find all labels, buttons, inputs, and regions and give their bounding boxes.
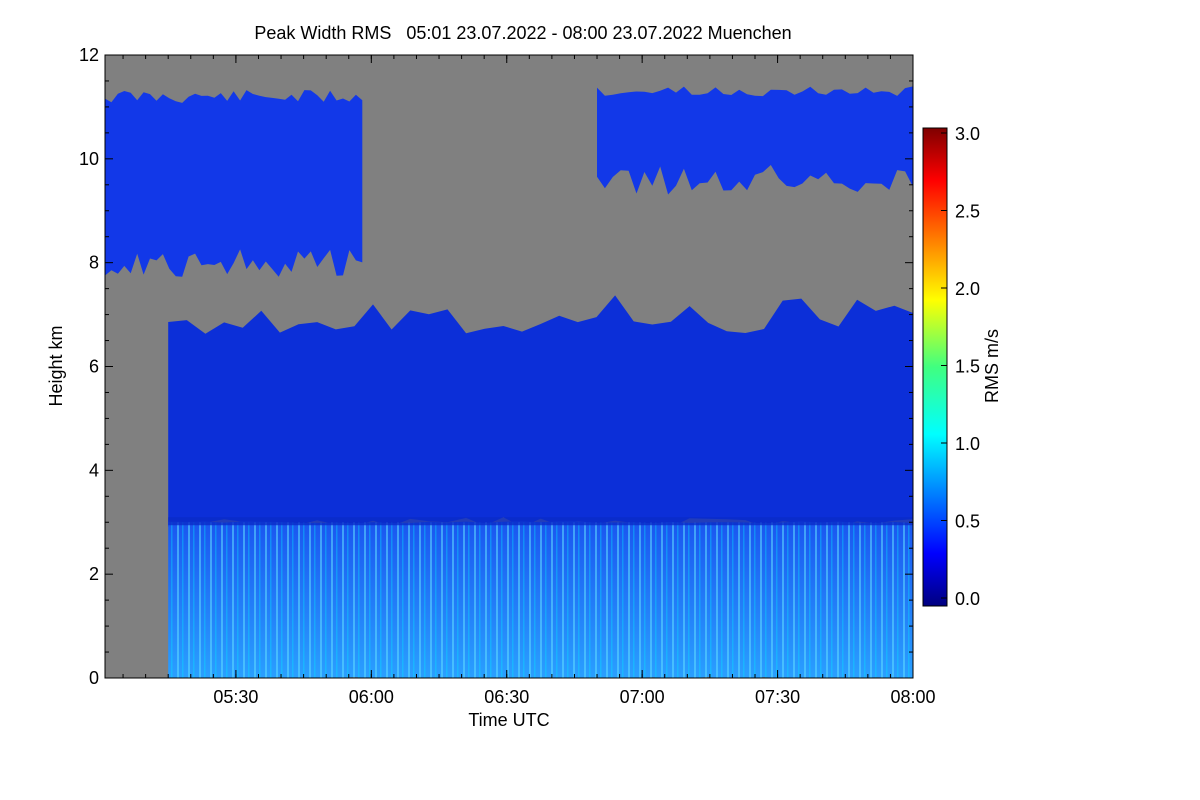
x-axis: 05:30 06:00 06:30 07:00 07:30 08:00 [122, 55, 936, 707]
echo-layers [105, 86, 913, 678]
colorbar-tick-label: 2.0 [955, 279, 980, 299]
chart-title: Peak Width RMS 05:01 23.07.2022 - 08:00 … [254, 23, 791, 43]
precipitation-streaks [168, 522, 913, 678]
y-tick-label: 4 [89, 460, 99, 480]
x-tick-label: 06:30 [484, 687, 529, 707]
colorbar-tick-label: 0.5 [955, 512, 980, 532]
upper-cloud-left [105, 90, 363, 277]
x-axis-label: Time UTC [468, 710, 549, 730]
colorbar-gradient [922, 127, 948, 607]
x-tick-label: 06:00 [349, 687, 394, 707]
y-tick-label: 8 [89, 253, 99, 273]
y-tick-label: 10 [79, 149, 99, 169]
colorbar-ticks: 0.0 0.5 1.0 1.5 2.0 2.5 3.0 [941, 124, 980, 609]
plot-area [105, 55, 913, 678]
colorbar-tick-label: 2.5 [955, 202, 980, 222]
y-tick-label: 2 [89, 564, 99, 584]
colorbar-tick-label: 1.0 [955, 434, 980, 454]
mid-level-cloud [168, 295, 913, 528]
x-tick-label: 05:30 [213, 687, 258, 707]
upper-cloud-right [597, 86, 913, 195]
y-axis-label: Height km [46, 325, 66, 406]
colorbar-tick-label: 3.0 [955, 124, 980, 144]
melting-layer [168, 517, 913, 526]
y-tick-label: 6 [89, 357, 99, 377]
x-tick-label: 07:30 [755, 687, 800, 707]
y-tick-label: 12 [79, 45, 99, 65]
colorbar: 0.0 0.5 1.0 1.5 2.0 2.5 3.0 RMS m/s [922, 124, 1002, 609]
x-tick-label: 08:00 [890, 687, 935, 707]
colorbar-label: RMS m/s [982, 329, 1002, 403]
colorbar-tick-label: 1.5 [955, 357, 980, 377]
colorbar-tick-label: 0.0 [955, 589, 980, 609]
y-tick-label: 0 [89, 668, 99, 688]
x-tick-label: 07:00 [620, 687, 665, 707]
y-axis: 0 2 4 6 8 10 12 [79, 45, 913, 688]
